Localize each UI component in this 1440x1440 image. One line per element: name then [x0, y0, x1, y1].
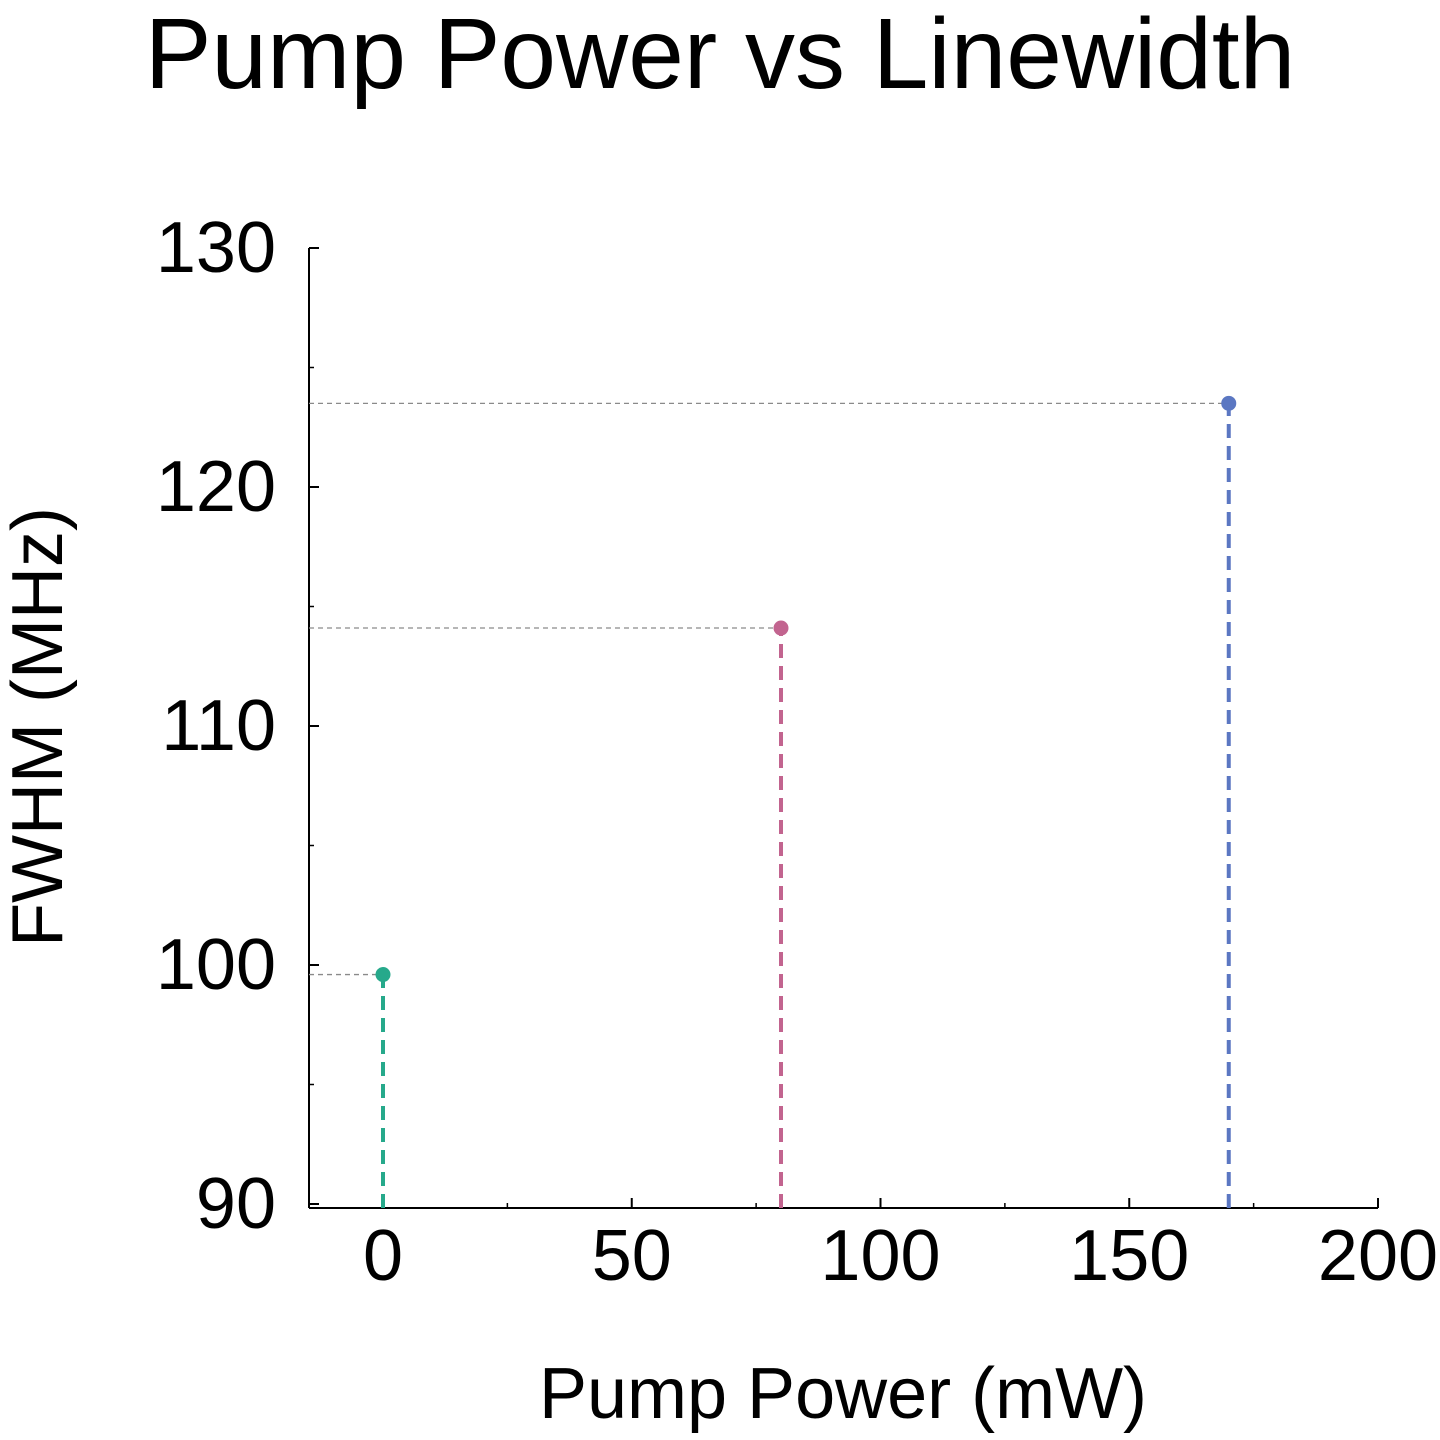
data-point — [1221, 395, 1237, 411]
x-tick-label: 50 — [592, 1216, 672, 1296]
x-tick-label: 0 — [363, 1216, 403, 1296]
y-tick-label: 130 — [156, 208, 276, 288]
stem-lines — [381, 403, 1231, 1208]
y-tick-label: 90 — [196, 1164, 276, 1244]
y-tick-label: 110 — [161, 686, 276, 766]
x-tick-label: 100 — [820, 1216, 940, 1296]
x-axis: 0 50 100 150 200 — [309, 1198, 1438, 1296]
data-points — [375, 395, 1237, 983]
y-tick-label: 100 — [156, 925, 276, 1005]
y-tick-label: 120 — [156, 447, 276, 527]
data-point — [773, 620, 789, 636]
y-axis: 90 100 110 120 130 — [156, 208, 319, 1244]
x-tick-label: 200 — [1318, 1216, 1438, 1296]
data-point — [375, 967, 391, 983]
chart-title: Pump Power vs Linewidth — [145, 0, 1296, 110]
y-axis-label: FWHM (MHz) — [0, 507, 78, 947]
guide-lines — [309, 402, 1229, 976]
x-tick-label: 150 — [1069, 1216, 1189, 1296]
x-axis-label: Pump Power (mW) — [539, 1354, 1147, 1434]
